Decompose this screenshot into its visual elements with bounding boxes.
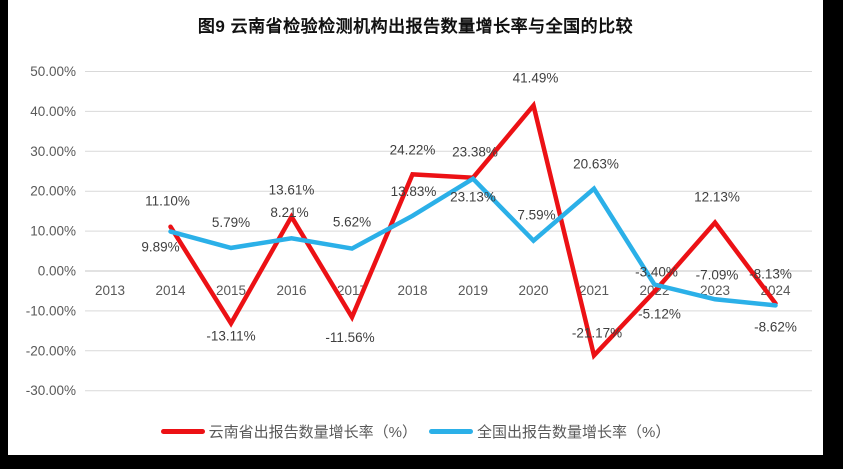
series-line-yunnan xyxy=(168,100,778,361)
x-axis-label: 2013 xyxy=(95,283,125,298)
y-tick-label: -20.00% xyxy=(26,343,76,358)
y-tick-label: 10.00% xyxy=(30,224,76,239)
legend-item-yunnan: 云南省出报告数量增长率（%） xyxy=(160,421,417,442)
data-label-national: 5.79% xyxy=(212,215,250,230)
data-label-yunnan: -11.56% xyxy=(325,330,374,345)
chart-legend: 云南省出报告数量增长率（%） 全国出报告数量增长率（%） xyxy=(8,421,823,442)
legend-label-yunnan: 云南省出报告数量增长率（%） xyxy=(208,424,417,441)
y-tick-label: 40.00% xyxy=(30,104,76,119)
chart-title: 图9 云南省检验检测机构出报告数量增长率与全国的比较 xyxy=(197,17,634,36)
data-label-national: 23.13% xyxy=(450,190,496,205)
plot-svg: 50.00% 40.00% 30.00% 20.00% 10.00% 0.00% -10.0… xyxy=(26,64,812,398)
y-tick-label: -30.00% xyxy=(26,383,76,398)
x-axis-label: 2020 xyxy=(518,283,548,298)
data-label-national: -7.09% xyxy=(696,267,739,282)
data-label-yunnan: 41.49% xyxy=(513,70,559,85)
red-line-swatch-icon xyxy=(160,429,205,434)
x-axis-label: 2015 xyxy=(216,283,246,298)
y-tick-label: 20.00% xyxy=(30,184,76,199)
data-label-national: 7.59% xyxy=(517,208,555,223)
x-axis-label: 2021 xyxy=(579,283,609,298)
x-axis-label: 2016 xyxy=(276,283,306,298)
data-label-yunnan: -8.13% xyxy=(749,266,792,281)
data-label-yunnan: 11.10% xyxy=(145,194,190,209)
data-label-yunnan: -5.12% xyxy=(638,306,681,321)
chart-canvas: 图9 云南省检验检测机构出报告数量增长率与全国的比较 50.00% 40.00% 3… xyxy=(8,0,823,455)
data-label-yunnan: 12.13% xyxy=(694,190,740,205)
data-label-yunnan: 23.38% xyxy=(452,145,498,160)
data-label-national: 9.89% xyxy=(141,240,179,255)
data-label-national: 8.21% xyxy=(270,205,308,220)
y-tick-label: -10.00% xyxy=(26,303,76,318)
y-tick-label: 50.00% xyxy=(30,64,76,79)
series-line-national xyxy=(168,175,778,308)
data-label-national: -3.40% xyxy=(635,265,678,280)
data-label-national: 13.83% xyxy=(391,184,437,199)
legend-item-national: 全国出报告数量增长率（%） xyxy=(429,421,670,442)
y-tick-label: 0.00% xyxy=(38,264,76,279)
x-axis-label: 2014 xyxy=(155,283,186,298)
data-label-national: 20.63% xyxy=(573,157,619,172)
data-label-national: 5.62% xyxy=(333,215,371,230)
x-axis-label: 2019 xyxy=(458,283,488,298)
blue-line-swatch-icon xyxy=(429,429,473,434)
data-label-yunnan: 24.22% xyxy=(390,142,436,157)
x-axis-label: 2018 xyxy=(397,283,427,298)
data-label-yunnan: -13.11% xyxy=(206,328,255,343)
y-tick-label: 30.00% xyxy=(30,144,76,159)
data-label-yunnan: -21.17% xyxy=(572,325,622,340)
x-axis-label: 2023 xyxy=(700,283,730,298)
legend-label-national: 全国出报告数量增长率（%） xyxy=(477,424,671,441)
data-label-national: -8.62% xyxy=(754,319,797,334)
data-label-yunnan: 13.61% xyxy=(269,183,315,198)
